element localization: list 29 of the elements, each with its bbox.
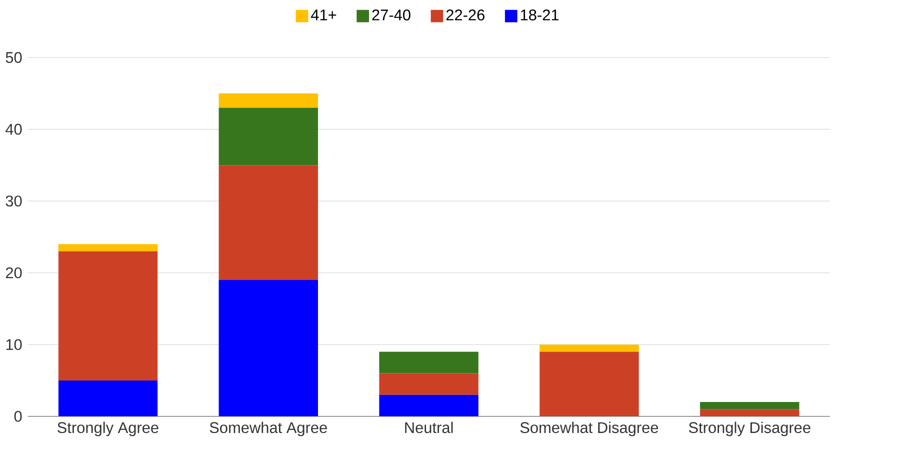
bar [379,373,478,395]
x-tick-label: Somewhat Agree [210,422,327,436]
y-tick-label: 10 [6,339,22,350]
bar [218,93,318,108]
bar [700,402,800,410]
bar [218,165,318,280]
legend-label: 27-40 [372,9,410,20]
legend-label: 22-26 [446,9,484,20]
legend-label: 41+ [311,10,336,20]
y-tick-label: 0 [14,410,22,422]
y-tick-label: 50 [6,52,22,63]
x-tick-label: Somewhat Disagree [520,422,658,436]
y-tick-label: 20 [6,267,22,278]
bar [218,280,318,416]
bar [58,380,158,416]
bar [379,394,478,416]
bar [540,352,639,416]
y-tick-label: 30 [6,195,22,206]
x-tick-label: Strongly Agree [58,422,158,436]
bar [58,251,158,380]
bar [379,352,478,374]
y-tick-label: 40 [6,124,22,135]
legend-label: 18-21 [520,9,559,20]
bar [700,409,800,416]
bar [218,108,318,166]
bar [58,244,158,252]
bar [540,344,639,352]
x-tick-label: Strongly Disagree [688,422,810,436]
x-tick-label: Neutral [405,422,453,434]
